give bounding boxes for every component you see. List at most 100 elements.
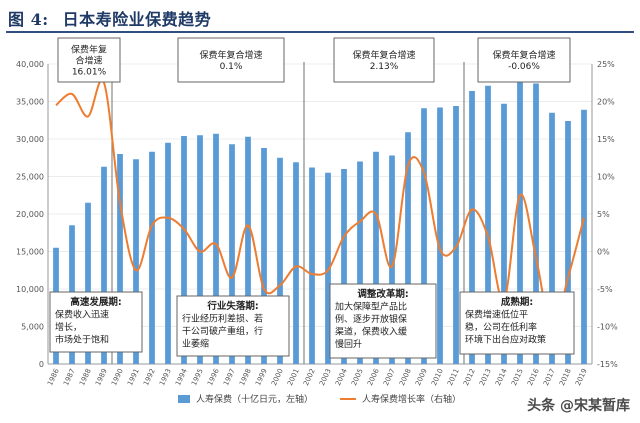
top-annotation-text: 保费年复 — [71, 44, 107, 56]
y-left-tick-label: 10,000 — [16, 285, 44, 294]
bottom-annotation-text: 业萎缩 — [182, 338, 209, 350]
x-tick-label: 2017 — [542, 367, 557, 387]
premium-bar — [405, 132, 411, 364]
x-tick-label: 1989 — [94, 367, 109, 387]
premium-bar — [261, 148, 267, 364]
premium-bar — [565, 121, 571, 364]
premium-bar — [85, 202, 91, 364]
y-left-tick-label: 40,000 — [16, 60, 44, 69]
top-annotation-text: 保费年复合增速 — [199, 49, 262, 61]
bottom-annotation-text: 保费收入迅速 — [55, 309, 109, 321]
top-annotation-box — [333, 37, 435, 83]
y-right-tick-label: -15% — [597, 360, 618, 369]
x-tick-label: 2019 — [574, 367, 589, 387]
y-left-tick-label: 20,000 — [16, 210, 44, 219]
x-tick-label: 2012 — [462, 367, 477, 387]
premium-bar — [277, 157, 283, 364]
bottom-annotation-text: 保费增速低位平 — [465, 309, 528, 321]
x-tick-label: 1986 — [46, 367, 61, 387]
bottom-annotation-text: 渠道，保费收入缓 — [335, 326, 407, 338]
x-tick-label: 1987 — [62, 367, 77, 387]
bottom-annotation-text: 高速发展期: — [70, 296, 121, 308]
premium-bar — [469, 91, 475, 364]
x-tick-label: 1992 — [142, 367, 157, 387]
premium-bar — [245, 136, 251, 364]
x-tick-label: 2018 — [558, 367, 573, 387]
bottom-annotation-text: 干公司破产重组，行 — [182, 325, 263, 337]
premium-bar — [133, 159, 139, 364]
x-tick-label: 1998 — [238, 367, 253, 387]
bottom-annotation-text: 环境下出台应对政策 — [465, 334, 546, 346]
premium-bar — [581, 109, 587, 364]
x-tick-label: 1997 — [222, 367, 237, 387]
top-annotation-text: 合增速 — [75, 55, 102, 67]
premium-bar — [325, 172, 331, 364]
top-annotation-text: 2.13% — [370, 62, 399, 72]
legend-label-premium: 人寿保费（十亿日元，左轴） — [196, 393, 313, 405]
top-annotation-text: -0.06% — [508, 62, 540, 72]
premium-bar — [165, 142, 171, 364]
top-annotation-box — [177, 37, 285, 83]
x-tick-label: 2001 — [286, 367, 301, 387]
y-right-tick-label: 25% — [597, 60, 615, 69]
x-tick-label: 2004 — [334, 367, 349, 387]
x-tick-label: 1999 — [254, 367, 269, 387]
y-right-tick-label: 5% — [597, 210, 610, 219]
y-left-tick-label: 25,000 — [16, 173, 44, 182]
y-right-tick-label: 15% — [597, 135, 615, 144]
y-right-tick-label: 0% — [597, 248, 610, 257]
top-annotation-box — [477, 37, 571, 83]
y-left-tick-label: 30,000 — [16, 135, 44, 144]
premium-bar — [341, 169, 347, 364]
premium-bar — [197, 135, 203, 364]
premium-bar — [213, 133, 219, 364]
bottom-annotation-text: 稳，公司在低利率 — [465, 321, 537, 333]
premium-bar — [101, 166, 107, 364]
x-tick-label: 2015 — [510, 367, 525, 387]
y-left-tick-label: 0 — [39, 360, 44, 369]
top-annotation-text: 保费年复合增速 — [492, 49, 555, 61]
x-tick-label: 1991 — [126, 367, 141, 387]
x-tick-label: 2010 — [430, 367, 445, 387]
x-tick-label: 2014 — [494, 367, 509, 387]
x-tick-label: 2005 — [350, 367, 365, 387]
premium-bar — [421, 108, 427, 364]
bottom-annotation-box — [329, 283, 437, 359]
y-left-tick-label: 5,000 — [21, 323, 44, 332]
premium-bar — [501, 103, 507, 364]
premium-bar — [117, 154, 123, 364]
y-right-tick-label: 10% — [597, 173, 615, 182]
figure-title-text: 日本寿险业保费趋势 — [62, 10, 212, 29]
x-tick-label: 1996 — [206, 367, 221, 387]
y-right-tick-label: -10% — [597, 323, 618, 332]
bottom-annotation-text: 行业经历利差损、若 — [182, 313, 263, 325]
bottom-annotation-text: 成熟期: — [501, 296, 533, 308]
y-right-tick-label: -5% — [597, 285, 613, 294]
premium-bar — [437, 107, 443, 364]
bottom-annotation-text: 行业失落期: — [206, 300, 258, 312]
premium-bar — [357, 161, 363, 364]
premium-bar — [309, 167, 315, 364]
premium-bar — [533, 83, 539, 364]
bottom-annotation-text: 增长， — [55, 321, 82, 333]
x-tick-label: 2008 — [398, 367, 413, 387]
x-tick-label: 2011 — [446, 367, 461, 387]
premium-bar — [389, 155, 395, 364]
bottom-annotation-text: 市场处于饱和 — [55, 334, 109, 346]
bottom-annotation-box — [176, 295, 290, 357]
premium-bar — [149, 151, 155, 364]
figure-title: 图 4: 日本寿险业保费趋势 — [8, 6, 211, 32]
top-annotation-text: 保费年复合增速 — [352, 49, 415, 61]
chart-area: 0 5,000 10,000 15,000 20,000 25,000 30,000 35,0… — [16, 37, 618, 405]
x-tick-label: 1994 — [174, 367, 189, 387]
title-divider — [6, 31, 634, 33]
x-tick-label: 1995 — [190, 367, 205, 387]
top-annotation-text: 0.1% — [220, 62, 243, 72]
premium-bar — [229, 144, 235, 364]
y-right-tick-label: 20% — [597, 98, 615, 107]
x-tick-label: 2006 — [366, 367, 381, 387]
premium-bar — [485, 85, 491, 364]
bottom-annotation-text: 调整改革期: — [357, 288, 408, 300]
x-tick-label: 1993 — [158, 367, 173, 387]
y-left-tick-label: 35,000 — [16, 98, 44, 107]
